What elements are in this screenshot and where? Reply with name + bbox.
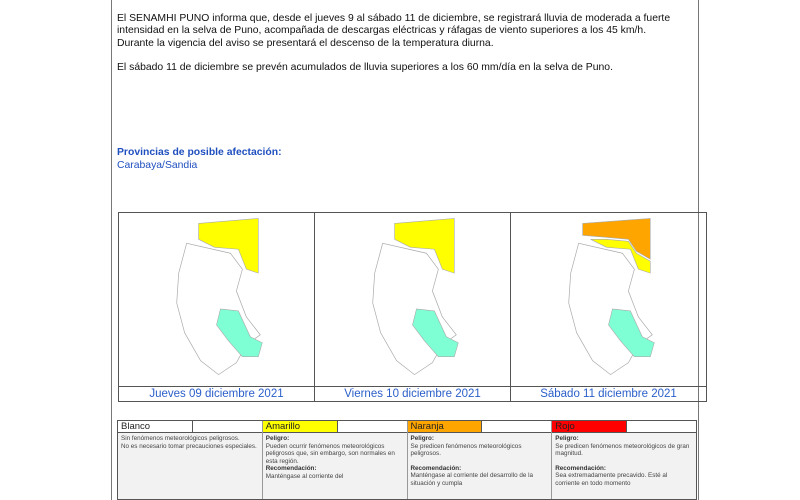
- legend-label: Rojo: [552, 421, 627, 432]
- legend-text: Sin fenómenos meteorológicos peligrosos.: [121, 435, 240, 442]
- legend-text: Pueden ocurrir fenómenos meteorológicos …: [265, 442, 395, 465]
- maps-row: Jueves 09 diciembre 2021 Viernes 10 dici…: [118, 212, 707, 402]
- provinces-title: Provincias de posible afectación:: [117, 147, 282, 158]
- map-north-zone: [582, 218, 651, 260]
- paragraph-3: El sábado 11 de diciembre se prevén acum…: [117, 62, 613, 74]
- map-caption: Viernes 10 diciembre 2021: [315, 386, 510, 401]
- map-north-zone: [394, 218, 455, 274]
- alert-legend: Blanco Sin fenómenos meteorológicos peli…: [117, 420, 697, 500]
- legend-text: Manténgase al corriente del: [265, 472, 344, 480]
- legend-label: Blanco: [118, 421, 193, 432]
- map-lake-titicaca: [412, 308, 459, 358]
- legend-label: Amarillo: [262, 421, 338, 432]
- legend-blanco: Blanco Sin fenómenos meteorológicos peli…: [118, 421, 263, 499]
- legend-heading: Recomendación:: [555, 464, 606, 472]
- legend-label: Naranja: [407, 421, 483, 432]
- map-lake-titicaca: [216, 308, 263, 358]
- legend-text: No es necesario tomar precauciones espec…: [121, 442, 257, 450]
- paragraph-2: Durante la vigencia del aviso se present…: [117, 37, 494, 49]
- legend-amarillo: Amarillo Peligro: Pueden ocurrir fenómeno…: [262, 421, 408, 499]
- legend-heading: Recomendación:: [265, 465, 317, 473]
- bulletin-text: El SENAMHI PUNO informa que, desde el ju…: [117, 13, 697, 75]
- map-caption: Jueves 09 diciembre 2021: [119, 386, 314, 401]
- page-frame: [111, 0, 699, 500]
- legend-naranja: Naranja Peligro: Se predicen fenómenos me…: [407, 421, 553, 499]
- legend-text: Se predicen fenómenos meteorológicos pel…: [410, 442, 522, 458]
- provinces-block: Provincias de posible afectación: Caraba…: [117, 147, 282, 172]
- map-puno-2: [372, 218, 459, 376]
- map-panel-2: Viernes 10 diciembre 2021: [315, 213, 511, 401]
- legend-text: Sea extremadamente precavido. Esté al co…: [555, 472, 668, 487]
- map-lake-titicaca: [608, 308, 655, 358]
- legend-text: Se predicen fenómenos meteorológicos de …: [555, 442, 690, 458]
- legend-heading: Peligro:: [410, 435, 434, 442]
- paragraph-1: El SENAMHI PUNO informa que, desde el ju…: [117, 13, 671, 37]
- map-north-zone: [198, 218, 259, 274]
- map-puno-3: [568, 218, 655, 376]
- provinces-list: Carabaya/Sandia: [117, 159, 198, 171]
- legend-rojo: Rojo Peligro: Se predicen fenómenos meteo…: [552, 421, 696, 499]
- map-puno-1: [176, 218, 263, 376]
- map-caption: Sábado 11 diciembre 2021: [511, 386, 706, 401]
- legend-text: Manténgase al corriente del desarrollo d…: [410, 472, 534, 487]
- map-panel-1: Jueves 09 diciembre 2021: [119, 213, 315, 401]
- legend-heading: Peligro:: [265, 435, 290, 442]
- legend-heading: Peligro:: [555, 435, 579, 442]
- legend-heading: Recomendación:: [410, 464, 462, 472]
- map-panel-3: Sábado 11 diciembre 2021: [511, 213, 706, 401]
